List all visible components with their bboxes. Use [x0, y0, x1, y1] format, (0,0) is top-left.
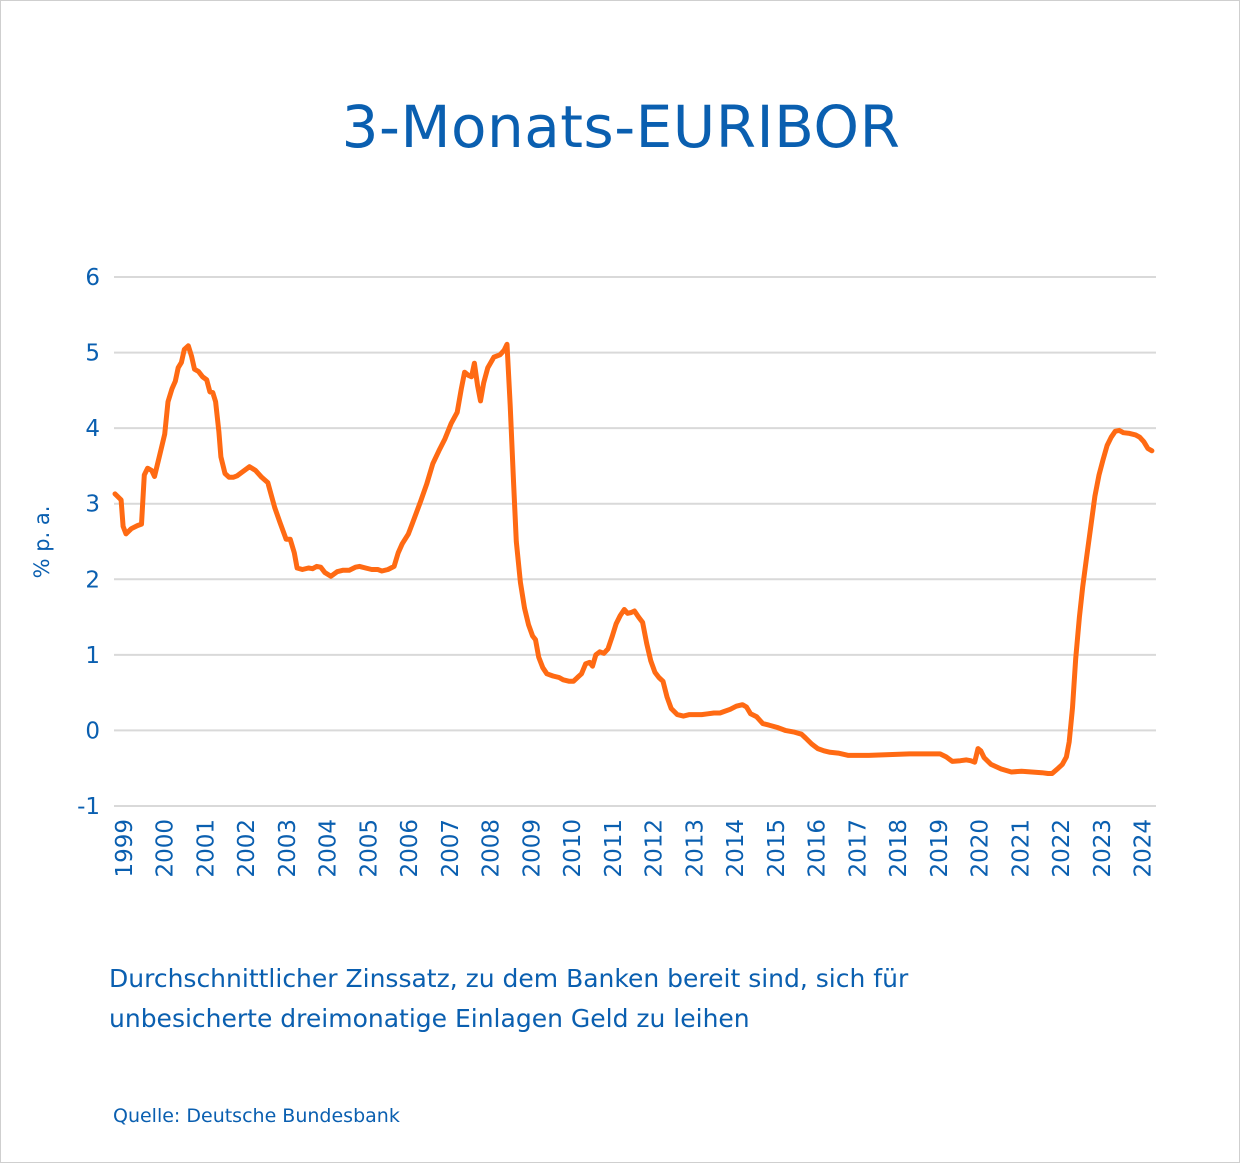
y-tick-label: 6 — [85, 265, 100, 291]
x-tick-label: 2014 — [723, 819, 749, 878]
x-tick-label: 2000 — [153, 819, 179, 878]
x-tick-label: 2018 — [886, 819, 912, 878]
x-tick-label: 2013 — [682, 819, 708, 878]
x-tick-label: 2016 — [805, 819, 831, 878]
x-tick-label: 2005 — [356, 819, 382, 878]
x-tick-label: 2010 — [560, 819, 586, 878]
y-tick-label: 2 — [85, 567, 100, 593]
y-tick-label: 1 — [85, 643, 100, 669]
x-tick-label: 2012 — [642, 819, 668, 878]
x-tick-label: 1999 — [112, 819, 138, 878]
x-tick-label: 2023 — [1090, 819, 1116, 878]
x-tick-label: 2020 — [968, 819, 994, 878]
description-line-1: Durchschnittlicher Zinssatz, zu dem Bank… — [109, 964, 909, 993]
x-axis-ticks: 1999 2000 2001 2002 2003 2004 2005 2006 2007 2008… — [112, 819, 1157, 878]
x-tick-label: 2004 — [316, 819, 342, 878]
x-tick-label: 2002 — [234, 819, 260, 878]
grid-lines — [114, 276, 1156, 807]
chart-title: 3-Monats-EURIBOR — [341, 93, 901, 161]
y-axis-label: % p. a. — [30, 506, 54, 579]
y-tick-label: 4 — [85, 416, 100, 442]
x-tick-label: 2006 — [397, 819, 423, 878]
x-tick-label: 2008 — [479, 819, 505, 878]
chart-plot: -1 0 1 2 3 4 5 6 1999 2000 2001 2002 2003 2004 2005 20… — [30, 265, 1157, 878]
x-tick-label: 2003 — [275, 819, 301, 878]
y-tick-label: 0 — [85, 718, 100, 744]
x-tick-label: 2007 — [438, 819, 464, 878]
source-note: Quelle: Deutsche Bundesbank — [113, 1105, 400, 1127]
chart-description: Durchschnittlicher Zinssatz, zu dem Bank… — [109, 959, 1109, 1039]
x-tick-label: 2001 — [193, 819, 219, 878]
y-tick-label: 3 — [85, 492, 100, 518]
x-tick-label: 2011 — [601, 819, 627, 878]
description-line-2: unbesicherte dreimonatige Einlagen Geld … — [109, 1004, 750, 1033]
x-tick-label: 2021 — [1008, 819, 1034, 878]
x-tick-label: 2009 — [519, 819, 545, 878]
x-tick-label: 2022 — [1049, 819, 1075, 878]
y-axis-ticks: -1 0 1 2 3 4 5 6 — [77, 265, 100, 820]
series-line-euribor — [112, 341, 1155, 776]
x-tick-label: 2017 — [845, 819, 871, 878]
x-tick-label: 2015 — [764, 819, 790, 878]
x-tick-label: 2019 — [927, 819, 953, 878]
y-tick-label: -1 — [77, 794, 100, 820]
x-tick-label: 2024 — [1131, 819, 1157, 878]
y-tick-label: 5 — [85, 341, 100, 367]
